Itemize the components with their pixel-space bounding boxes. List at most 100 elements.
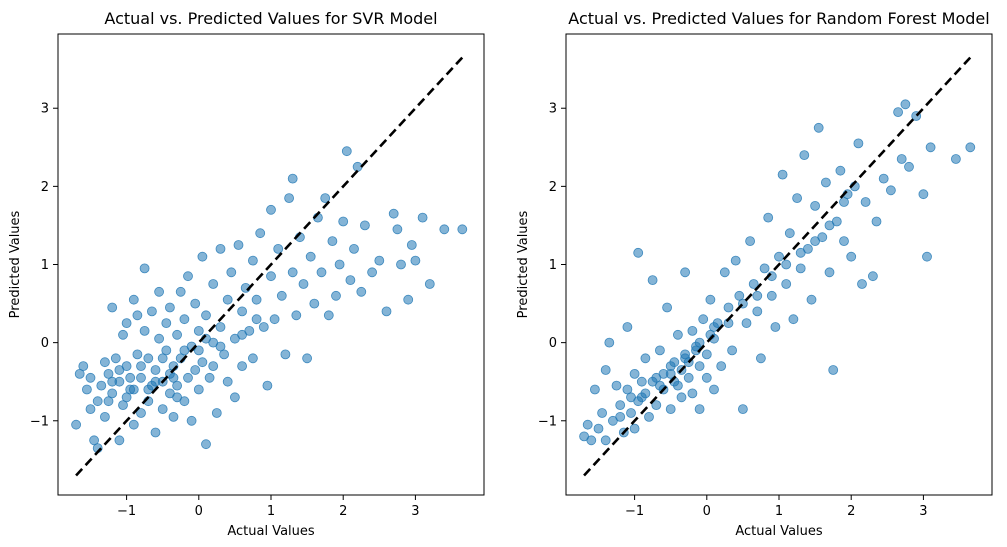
svr-data-point xyxy=(457,224,468,235)
svr-data-point xyxy=(247,255,258,266)
svr-data-point xyxy=(100,411,110,422)
rf-data-point xyxy=(655,345,665,356)
svr-data-point xyxy=(424,279,435,289)
svr-data-point xyxy=(154,286,165,297)
svr-data-point xyxy=(331,290,341,301)
rf-data-point xyxy=(730,255,741,266)
rf-data-point xyxy=(925,142,936,153)
svr-data-point xyxy=(305,251,316,262)
svr-data-point xyxy=(172,329,183,340)
svr-data-point xyxy=(410,255,421,266)
rf-data-point xyxy=(777,169,788,180)
rf-data-point xyxy=(795,263,806,274)
svr-data-point xyxy=(82,384,92,395)
rf-data-point xyxy=(738,404,748,415)
rf-x-tick-label: −1 xyxy=(625,504,644,519)
svr-data-point xyxy=(316,267,327,278)
svr-data-point xyxy=(287,173,298,184)
svr-data-point xyxy=(100,357,110,368)
svr-data-point xyxy=(323,310,334,321)
svr-data-point xyxy=(103,368,114,379)
random-forest-scatter-plot: Actual vs. Predicted Values for Random F… xyxy=(516,9,993,539)
svr-data-point xyxy=(183,372,193,383)
svr-data-point xyxy=(114,435,125,446)
svr-y-axis-label: Predicted Values xyxy=(8,210,23,318)
rf-data-point xyxy=(647,275,658,286)
rf-data-point xyxy=(853,138,864,149)
rf-data-point xyxy=(922,251,932,262)
rf-data-point xyxy=(792,193,802,204)
svr-data-point xyxy=(269,314,280,325)
rf-data-point xyxy=(600,435,611,446)
rf-data-point xyxy=(705,294,716,305)
rf-data-point xyxy=(799,150,810,161)
rf-data-point xyxy=(716,361,727,372)
svr-data-point xyxy=(103,396,114,407)
svr-data-point xyxy=(211,408,222,418)
rf-data-point xyxy=(766,290,777,301)
rf-data-point xyxy=(900,99,911,110)
svr-data-point xyxy=(121,392,132,403)
svr-data-point xyxy=(219,349,230,360)
svr-data-point xyxy=(215,341,226,352)
rf-data-point xyxy=(965,142,976,153)
rf-data-point xyxy=(651,400,662,411)
rf-y-tick-label: 3 xyxy=(549,102,557,117)
svr-data-point xyxy=(186,415,197,426)
rf-y-axis-label: Predicted Values xyxy=(516,210,531,318)
svr-data-point xyxy=(237,306,248,317)
rf-data-point xyxy=(680,267,690,278)
svr-data-point xyxy=(136,372,146,383)
svr-y-tick-label: −1 xyxy=(30,414,49,429)
svr-scatter-points xyxy=(71,146,468,454)
svr-data-point xyxy=(367,267,378,278)
svr-data-point xyxy=(388,208,399,219)
svr-data-point xyxy=(406,240,417,250)
rf-plot-title: Actual vs. Predicted Values for Random F… xyxy=(568,9,989,28)
svr-y-tick-label: 2 xyxy=(41,180,49,195)
rf-data-point xyxy=(784,228,795,239)
svr-y-tick-label: 0 xyxy=(41,336,49,351)
svr-data-point xyxy=(226,267,237,278)
svr-data-point xyxy=(85,372,96,383)
rf-data-point xyxy=(683,372,694,383)
svr-data-point xyxy=(157,353,168,364)
rf-data-point xyxy=(824,267,835,278)
svr-data-point xyxy=(146,306,157,317)
svr-data-point xyxy=(251,314,262,325)
svr-data-point xyxy=(175,286,186,297)
svr-data-point xyxy=(233,240,244,250)
rf-data-point xyxy=(593,423,604,434)
rf-data-point xyxy=(629,368,640,379)
svr-data-point xyxy=(71,419,81,430)
rf-data-point xyxy=(896,154,907,164)
rf-reference-line xyxy=(583,56,972,477)
rf-data-point xyxy=(857,279,867,289)
svr-x-tick-label: −1 xyxy=(117,504,136,519)
svr-data-point xyxy=(197,251,208,262)
svr-x-tick-label: 1 xyxy=(267,504,275,519)
svr-data-point xyxy=(403,294,414,305)
rf-data-point xyxy=(611,380,622,391)
svr-data-point xyxy=(150,427,161,438)
rf-data-point xyxy=(590,384,600,395)
rf-x-tick-label: 0 xyxy=(703,504,711,519)
svr-data-point xyxy=(327,236,338,247)
rf-data-point xyxy=(723,302,734,313)
rf-data-point xyxy=(839,197,849,207)
svr-data-point xyxy=(190,298,201,309)
rf-data-point xyxy=(893,107,903,117)
svr-data-point xyxy=(345,275,356,286)
rf-data-point xyxy=(756,353,766,364)
rf-data-point xyxy=(622,322,633,332)
rf-data-point xyxy=(781,259,792,270)
svr-data-point xyxy=(85,404,96,415)
svr-data-point xyxy=(284,193,295,204)
rf-data-point xyxy=(821,177,831,188)
rf-x-axis-label: Actual Values xyxy=(735,524,823,539)
rf-data-point xyxy=(662,302,672,313)
svr-data-point xyxy=(139,263,150,274)
svr-data-point xyxy=(258,322,269,332)
svr-data-point xyxy=(128,419,139,430)
